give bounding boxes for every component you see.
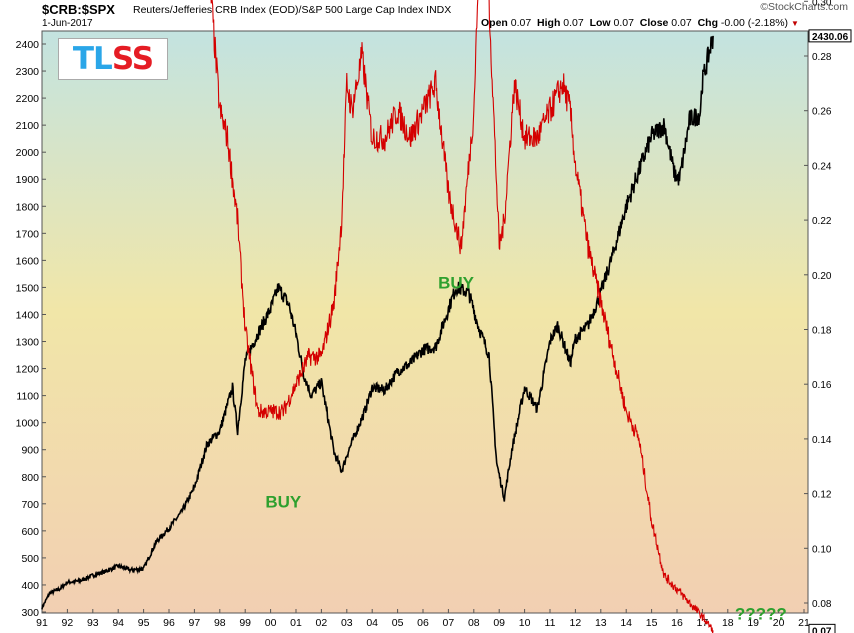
ohlc-readout: Open 0.07 High 0.07 Low 0.07 Close 0.07 … bbox=[481, 17, 799, 29]
left-tick-label: 1500 bbox=[16, 282, 40, 294]
brand-credit[interactable]: ©StockCharts.com bbox=[760, 1, 848, 13]
x-tick-label: 17 bbox=[697, 617, 709, 629]
x-tick-label: 21 bbox=[798, 617, 810, 629]
right-tick-label: 0.20 bbox=[812, 271, 832, 282]
low-label: Low bbox=[589, 17, 611, 29]
spx-line bbox=[41, 35, 714, 610]
left-tick-label: 900 bbox=[21, 445, 39, 457]
series-group bbox=[41, 0, 714, 633]
x-tick-label: 18 bbox=[722, 617, 734, 629]
x-tick-label: 08 bbox=[468, 617, 480, 629]
left-tick-label: 800 bbox=[21, 472, 39, 484]
left-tick-label: 1200 bbox=[16, 364, 40, 376]
right-tick-label: 0.08 bbox=[812, 599, 832, 610]
left-tick-label: 2100 bbox=[16, 120, 40, 132]
x-tick-label: 97 bbox=[189, 617, 201, 629]
x-tick-label: 06 bbox=[417, 617, 429, 629]
x-tick-label: 91 bbox=[36, 617, 48, 629]
x-tick-label: 13 bbox=[595, 617, 607, 629]
right-tick-label: 0.12 bbox=[812, 490, 832, 501]
buy-annotation: BUY bbox=[438, 273, 475, 292]
axes: 3004005006007008009001000110012001300140… bbox=[16, 0, 852, 633]
x-tick-label: 98 bbox=[214, 617, 226, 629]
right-tick-label: 0.16 bbox=[812, 380, 832, 391]
question-annotation: ????? bbox=[735, 604, 787, 623]
plot-area bbox=[41, 30, 809, 614]
right-tick-label: 0.18 bbox=[812, 326, 832, 337]
x-tick-label: 14 bbox=[620, 617, 632, 629]
left-tick-label: 1400 bbox=[16, 309, 40, 321]
left-tick-label: 1100 bbox=[16, 391, 39, 403]
left-tick-label: 600 bbox=[21, 526, 39, 538]
x-tick-label: 02 bbox=[316, 617, 328, 629]
x-tick-label: 93 bbox=[87, 617, 99, 629]
x-tick-label: 20 bbox=[773, 617, 785, 629]
left-tick-label: 500 bbox=[21, 553, 39, 565]
left-tick-label: 1800 bbox=[16, 201, 40, 213]
left-tick-label: 2300 bbox=[16, 66, 40, 78]
spx-last-value: 2430.06 bbox=[812, 32, 849, 43]
close-value: 0.07 bbox=[671, 17, 692, 29]
x-tick-label: 12 bbox=[570, 617, 582, 629]
logo-text-red: SS bbox=[111, 41, 154, 77]
left-tick-label: 1900 bbox=[16, 174, 40, 186]
x-tick-label: 16 bbox=[671, 617, 683, 629]
x-tick-label: 10 bbox=[519, 617, 531, 629]
x-tick-label: 92 bbox=[62, 617, 74, 629]
left-tick-label: 1700 bbox=[16, 228, 40, 240]
symbol-title: $CRB:$SPX bbox=[42, 2, 115, 17]
left-tick-label: 300 bbox=[21, 607, 39, 619]
x-tick-label: 96 bbox=[163, 617, 175, 629]
chart-date: 1-Jun-2017 bbox=[42, 18, 93, 29]
right-tick-label: 0.14 bbox=[812, 435, 832, 446]
right-tick-label: 0.26 bbox=[812, 107, 832, 118]
chg-label: Chg bbox=[697, 17, 718, 29]
buy-annotation: BUY bbox=[265, 492, 302, 511]
left-tick-label: 2000 bbox=[16, 147, 40, 159]
left-tick-label: 2200 bbox=[16, 93, 40, 105]
open-value: 0.07 bbox=[510, 17, 532, 29]
chg-value: -0.00 (-2.18%) bbox=[720, 17, 789, 29]
ratio-last-badge bbox=[808, 623, 836, 633]
low-value: 0.07 bbox=[613, 17, 634, 29]
right-tick-label: 0.30 bbox=[812, 0, 832, 8]
right-tick-label: 0.24 bbox=[812, 161, 832, 172]
annotations: BUY BUY????? bbox=[265, 273, 786, 623]
tlss-logo: TLSS bbox=[58, 38, 168, 80]
logo-text-blue: TL bbox=[72, 41, 113, 77]
x-tick-label: 09 bbox=[493, 617, 505, 629]
close-label: Close bbox=[639, 17, 669, 29]
left-tick-label: 1000 bbox=[16, 418, 40, 430]
high-value: 0.07 bbox=[563, 17, 584, 29]
left-tick-label: 400 bbox=[21, 580, 39, 592]
left-tick-label: 1300 bbox=[16, 337, 40, 349]
left-tick-label: 1600 bbox=[16, 255, 40, 267]
left-tick-label: 2400 bbox=[16, 39, 40, 51]
x-tick-label: 05 bbox=[392, 617, 404, 629]
ratio-last-value: 0.07 bbox=[812, 626, 832, 633]
x-tick-label: 01 bbox=[290, 617, 302, 629]
open-label: Open bbox=[481, 17, 508, 29]
x-tick-label: 11 bbox=[545, 617, 556, 629]
x-tick-label: 00 bbox=[265, 617, 277, 629]
high-label: High bbox=[537, 17, 561, 29]
x-tick-label: 94 bbox=[112, 617, 124, 629]
right-tick-label: 0.10 bbox=[812, 544, 832, 555]
x-tick-label: 03 bbox=[341, 617, 353, 629]
x-tick-label: 19 bbox=[747, 617, 759, 629]
ratio-line bbox=[210, 0, 714, 633]
right-tick-label: 0.22 bbox=[812, 216, 832, 227]
triangle-down-icon: ▼ bbox=[790, 19, 799, 28]
x-tick-label: 04 bbox=[366, 617, 378, 629]
left-tick-label: 700 bbox=[21, 499, 39, 511]
right-tick-label: 0.28 bbox=[812, 52, 832, 63]
x-tick-label: 15 bbox=[646, 617, 658, 629]
x-tick-label: 95 bbox=[138, 617, 150, 629]
spx-last-badge bbox=[808, 29, 852, 43]
x-tick-label: 07 bbox=[443, 617, 455, 629]
x-tick-label: 99 bbox=[239, 617, 251, 629]
